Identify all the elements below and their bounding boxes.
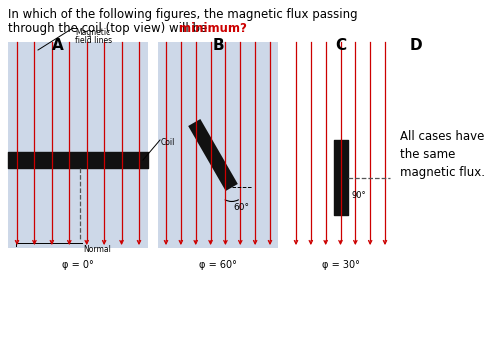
- Text: field lines: field lines: [75, 36, 112, 45]
- Text: Magnetic: Magnetic: [75, 28, 110, 37]
- Text: φ = 0°: φ = 0°: [62, 260, 94, 270]
- Text: Normal: Normal: [83, 245, 111, 254]
- Text: A: A: [52, 38, 64, 53]
- Text: 90°: 90°: [351, 191, 366, 200]
- Text: through the coil (top view) will be: through the coil (top view) will be: [8, 22, 211, 35]
- Bar: [8, 42, 148, 248]
- Text: In which of the following figures, the magnetic flux passing: In which of the following figures, the m…: [8, 8, 358, 21]
- Text: the same: the same: [400, 148, 455, 161]
- Text: φ = 30°: φ = 30°: [321, 260, 360, 270]
- Text: All cases have: All cases have: [400, 130, 484, 143]
- Text: C: C: [335, 38, 346, 53]
- Text: φ = 60°: φ = 60°: [199, 260, 237, 270]
- Bar: [158, 42, 278, 248]
- Text: Coil: Coil: [161, 138, 175, 147]
- Text: B: B: [212, 38, 224, 53]
- Text: minimum?: minimum?: [179, 22, 247, 35]
- Polygon shape: [188, 119, 238, 191]
- Text: D: D: [410, 38, 423, 53]
- Text: 60°: 60°: [234, 204, 250, 213]
- Text: magnetic flux.: magnetic flux.: [400, 166, 484, 179]
